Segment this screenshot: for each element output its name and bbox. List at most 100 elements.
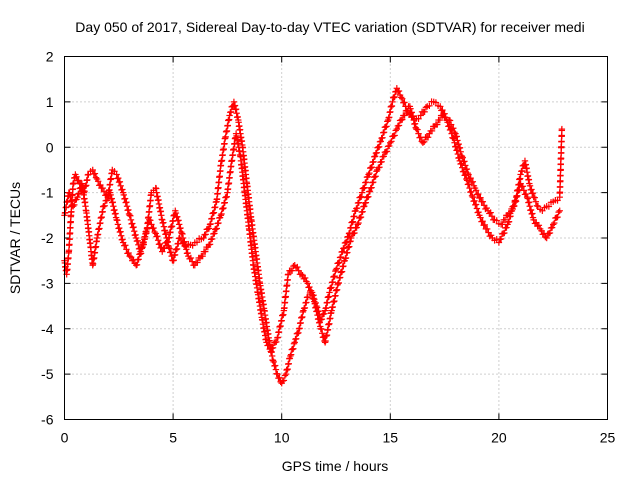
data-point [477, 194, 484, 201]
data-point [462, 162, 469, 169]
data-point [447, 121, 455, 128]
data-point [436, 116, 444, 124]
data-point [466, 184, 473, 192]
data-point [126, 252, 133, 260]
data-point [307, 287, 315, 294]
data-point [168, 252, 175, 260]
data-point [337, 253, 345, 261]
y-tick-label: 2 [46, 49, 54, 65]
data-point [432, 99, 440, 106]
data-point [212, 203, 219, 211]
data-point [329, 278, 336, 286]
data-point [501, 229, 508, 237]
data-point [342, 254, 350, 262]
data-point [66, 189, 73, 197]
data-point [171, 251, 179, 258]
data-point [319, 330, 326, 337]
data-point [450, 125, 457, 132]
data-point [487, 209, 494, 216]
data-point [304, 280, 311, 287]
data-point [113, 171, 120, 178]
data-point [328, 284, 335, 291]
data-point [267, 348, 275, 355]
x-tick-label: 15 [383, 430, 399, 446]
data-point [535, 222, 543, 229]
data-point [499, 221, 506, 228]
data-point [458, 153, 466, 160]
data-point [336, 259, 343, 266]
data-point [377, 138, 384, 145]
data-point [366, 188, 374, 195]
data-point [156, 240, 163, 248]
data-point [424, 134, 432, 141]
data-point [147, 217, 154, 224]
data-point [546, 229, 554, 237]
data-point [383, 148, 391, 155]
data-point [331, 272, 338, 280]
data-point [525, 198, 533, 206]
data-point [308, 291, 316, 298]
data-point [353, 204, 361, 212]
data-point [115, 174, 122, 182]
data-point [122, 242, 129, 249]
data-point [103, 197, 111, 204]
data-point [514, 192, 521, 199]
data-point [181, 238, 188, 245]
data-point [270, 358, 277, 366]
data-point [532, 198, 540, 205]
data-point [468, 188, 475, 195]
data-point [409, 112, 417, 120]
data-point [137, 250, 145, 257]
data-point [391, 132, 398, 139]
data-point [75, 190, 83, 197]
chart-title: Day 050 of 2017, Sidereal Day-to-day VTE… [75, 19, 584, 35]
data-point [437, 103, 444, 110]
data-point [501, 216, 509, 224]
data-point [130, 223, 137, 231]
data-point [205, 225, 213, 232]
data-point [332, 266, 340, 273]
data-point [370, 158, 377, 165]
data-point [123, 246, 130, 253]
data-point [295, 329, 302, 337]
data-point [380, 129, 388, 136]
data-point [477, 214, 484, 221]
data-point [376, 164, 383, 171]
data-point [420, 138, 428, 145]
data-point [121, 195, 129, 202]
data-point [165, 243, 172, 251]
data-point [164, 238, 171, 246]
data-point [159, 248, 166, 255]
data-point [227, 108, 235, 116]
data-point [463, 165, 471, 173]
data-point [362, 199, 370, 206]
data-point [114, 217, 121, 224]
data-point [349, 218, 357, 225]
data-point [135, 256, 142, 263]
data-point [368, 164, 376, 171]
data-point [495, 239, 503, 246]
y-tick-label: -6 [41, 412, 54, 428]
data-point [387, 139, 394, 146]
data-point [461, 158, 468, 165]
data-point [116, 224, 123, 232]
data-point [202, 248, 209, 255]
data-point [351, 229, 358, 237]
data-point [379, 134, 386, 141]
y-tick-label: -1 [41, 185, 54, 201]
data-point [354, 221, 361, 228]
data-point [457, 148, 464, 155]
data-point [384, 118, 391, 125]
data-point [355, 219, 362, 227]
x-tick-label: 0 [61, 430, 69, 446]
data-point [306, 283, 313, 291]
data-point [408, 109, 416, 116]
data-point [456, 144, 464, 151]
data-point [414, 126, 421, 133]
data-point [554, 213, 561, 221]
data-point [401, 112, 408, 119]
data-point [175, 217, 182, 224]
data-point [174, 213, 181, 220]
data-point [346, 243, 353, 250]
